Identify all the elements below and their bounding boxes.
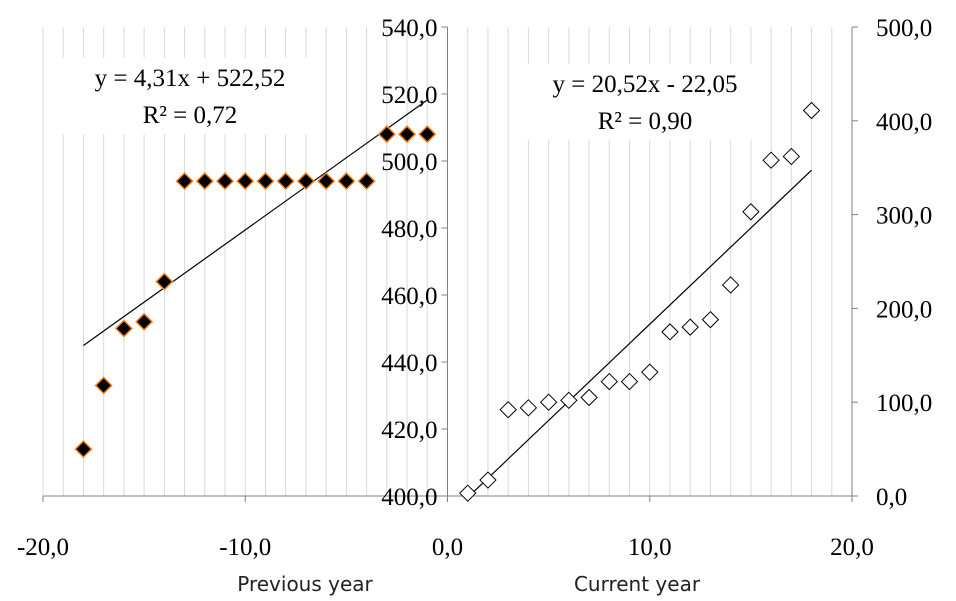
x-tick-label: -20,0 [17, 534, 69, 561]
data-point-series-2 [539, 393, 558, 411]
r2-left: R² = 0,72 [143, 102, 238, 129]
equation-box-left: y = 4,31x + 522,52 R² = 0,72 [55, 58, 325, 134]
data-point-series-1 [135, 312, 154, 331]
right-y-tick-label: 200,0 [876, 296, 932, 323]
data-point-series-1 [337, 172, 356, 191]
left-y-tick-label: 420,0 [381, 417, 437, 444]
equation-left: y = 4,31x + 522,52 [95, 65, 286, 92]
data-point-series-1 [418, 125, 437, 144]
data-point-series-2 [721, 276, 740, 294]
data-point-series-1 [94, 376, 113, 395]
data-point-series-2 [641, 363, 659, 381]
right-y-tick-label: 0,0 [876, 484, 907, 511]
data-point-series-1 [114, 319, 133, 338]
left-y-tick-label: 480,0 [381, 216, 437, 243]
data-point-series-2 [802, 101, 821, 120]
data-point-series-1 [236, 172, 255, 191]
data-point-series-1 [296, 172, 315, 191]
trendlines [83, 99, 812, 498]
x-tick-label: 10,0 [628, 534, 672, 561]
x-label-current-year: Current year [574, 572, 701, 596]
tick-labels: -20,0 -10,0 0,0 10,0 20,0 400,0 420,0 440,0 460,… [17, 15, 932, 561]
left-y-tick-label: 520,0 [381, 82, 437, 109]
left-y-tick-label: 440,0 [381, 350, 437, 377]
equation-box-left-bg [55, 58, 325, 134]
data-point-series-2 [762, 151, 780, 169]
data-point-series-2 [560, 391, 578, 410]
data-point-series-1 [155, 272, 174, 291]
axes [42, 26, 858, 502]
x-tick-label: -10,0 [219, 534, 271, 561]
data-point-series-2 [701, 310, 720, 329]
data-point-series-2 [661, 323, 679, 341]
data-point-series-2 [620, 372, 639, 391]
data-point-series-2 [519, 399, 538, 417]
data-point-series-2 [459, 484, 477, 502]
left-y-tick-label: 400,0 [381, 484, 437, 511]
data-point-series-2 [499, 400, 517, 419]
data-point-series-1 [357, 172, 376, 191]
x-tick-label: 20,0 [830, 534, 874, 561]
trendline-series-1 [83, 99, 428, 346]
r2-right: R² = 0,90 [598, 108, 693, 135]
data-point-series-2 [782, 147, 801, 166]
equation-box-right: y = 20,52x - 22,05 R² = 0,90 [520, 64, 770, 140]
data-point-series-1 [175, 172, 194, 191]
left-y-tick-label: 500,0 [381, 149, 437, 176]
data-point-series-1 [256, 172, 275, 191]
data-point-series-1 [377, 125, 396, 144]
left-y-tick-label: 460,0 [381, 283, 437, 310]
data-point-series-1 [317, 172, 336, 191]
data-point-series-1 [276, 172, 295, 191]
data-point-series-2 [742, 203, 760, 221]
data-points [74, 101, 821, 502]
data-point-series-2 [681, 318, 699, 336]
data-point-series-1 [74, 440, 93, 459]
left-y-tick-label: 540,0 [381, 15, 437, 42]
equation-right: y = 20,52x - 22,05 [553, 71, 738, 98]
x-tick-label: 0,0 [432, 534, 463, 561]
data-point-series-2 [580, 388, 598, 407]
data-point-series-1 [215, 172, 235, 191]
trendline-series-2 [467, 169, 812, 498]
data-point-series-2 [600, 372, 619, 391]
x-label-previous-year: Previous year [237, 572, 373, 596]
data-point-series-1 [195, 172, 214, 191]
right-y-tick-label: 300,0 [876, 203, 932, 230]
right-y-tick-label: 400,0 [876, 109, 932, 136]
right-y-tick-label: 500,0 [876, 15, 932, 42]
data-point-series-1 [397, 125, 417, 144]
data-point-series-2 [479, 471, 497, 489]
equation-box-right-bg [520, 64, 770, 140]
right-y-tick-label: 100,0 [876, 390, 932, 417]
